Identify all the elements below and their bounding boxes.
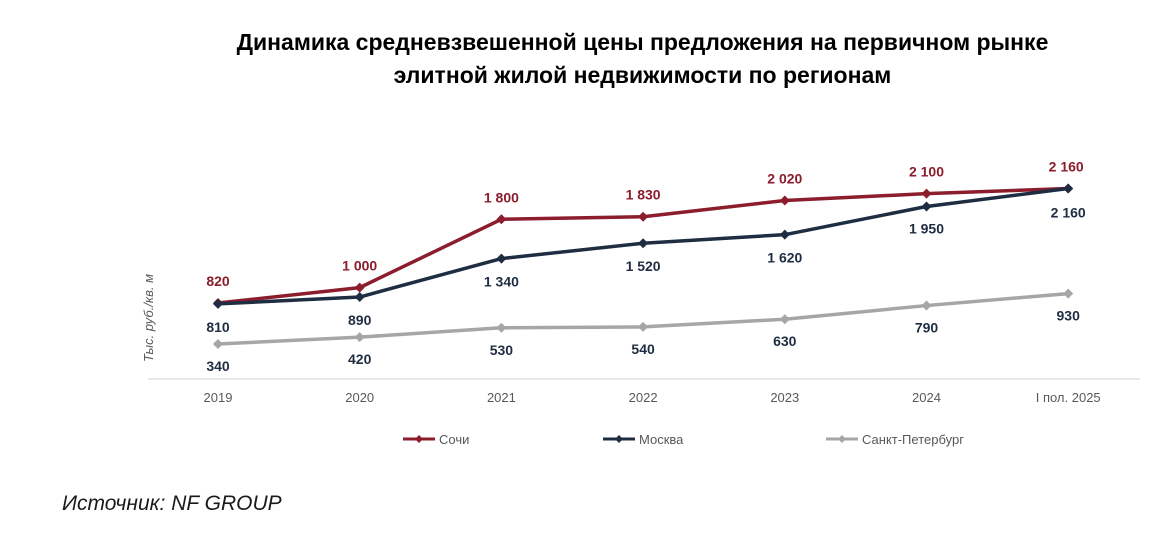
data-label: 530	[490, 342, 514, 358]
data-point	[1063, 288, 1074, 299]
data-label: 2 160	[1049, 159, 1084, 175]
data-point	[1063, 183, 1074, 194]
x-tick-label: 2023	[770, 390, 799, 405]
chart-title-line-1: Динамика средневзвешенной цены предложен…	[236, 29, 1049, 55]
legend-marker	[838, 435, 846, 443]
data-point	[354, 282, 365, 293]
data-point	[779, 195, 790, 206]
x-tick-label: 2022	[629, 390, 658, 405]
data-label: 1 520	[626, 258, 661, 274]
y-axis-label: Тыс. руб./кв. м	[141, 274, 156, 362]
data-point	[921, 201, 932, 212]
data-point	[496, 322, 507, 333]
data-label: 420	[348, 351, 372, 367]
data-point	[213, 339, 223, 349]
data-label: 810	[206, 319, 230, 335]
data-point	[354, 332, 365, 343]
chart-title-line-2: элитной жилой недвижимости по регионам	[393, 62, 892, 88]
legend-label: Москва	[639, 432, 684, 447]
legend-label: Сочи	[439, 432, 469, 447]
data-point	[638, 321, 649, 332]
x-tick-label: I пол. 2025	[1036, 390, 1101, 405]
data-label: 2 160	[1051, 205, 1086, 221]
chart-title: Динамика средневзвешенной цены предложен…	[0, 26, 1165, 92]
data-point	[921, 188, 932, 199]
data-label: 930	[1057, 308, 1081, 324]
series-line-2	[217, 291, 1069, 346]
legend-marker	[615, 435, 623, 443]
data-label: 540	[631, 341, 655, 357]
data-label: 1 340	[484, 274, 519, 290]
x-tick-label: 2024	[912, 390, 941, 405]
data-point	[496, 214, 507, 225]
data-label: 1 000	[342, 258, 377, 274]
data-point	[779, 314, 790, 325]
data-point	[213, 298, 223, 309]
x-tick-label: 2019	[204, 390, 233, 405]
data-label: 1 800	[484, 189, 519, 205]
data-point	[638, 211, 649, 222]
data-label: 820	[206, 273, 230, 289]
data-label: 1 950	[909, 220, 944, 236]
data-label: 790	[915, 320, 939, 336]
source-note: Источник: NF GROUP	[62, 492, 282, 515]
data-point	[638, 238, 649, 249]
x-tick-label: 2020	[345, 390, 374, 405]
legend-label: Санкт-Петербург	[862, 432, 964, 447]
data-label: 630	[773, 333, 797, 349]
data-label: 2 020	[767, 170, 802, 186]
data-point	[496, 253, 507, 264]
data-label: 1 830	[626, 187, 661, 203]
x-tick-label: 2021	[487, 390, 516, 405]
legend-marker	[415, 435, 423, 443]
data-label: 2 100	[909, 164, 944, 180]
data-label: 1 620	[767, 250, 802, 266]
data-label: 340	[206, 358, 230, 374]
data-point	[354, 292, 365, 303]
data-label: 890	[348, 312, 372, 328]
data-point	[779, 229, 790, 240]
data-point	[921, 300, 932, 311]
